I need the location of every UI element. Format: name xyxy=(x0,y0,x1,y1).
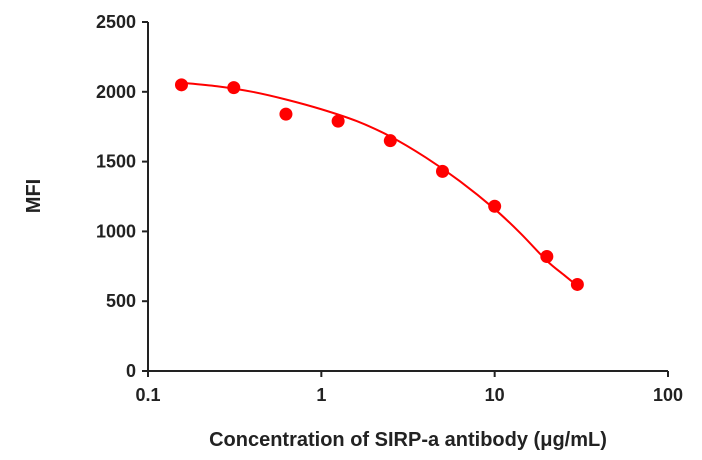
y-tick-label: 1000 xyxy=(96,221,136,241)
y-tick-label: 2500 xyxy=(96,12,136,32)
x-tick-label: 0.1 xyxy=(135,385,160,405)
x-tick-label: 100 xyxy=(653,385,683,405)
data-point xyxy=(488,199,502,213)
y-tick-label: 1500 xyxy=(96,152,136,172)
x-tick-label: 1 xyxy=(316,385,326,405)
y-axis-title: MFI xyxy=(23,179,45,213)
fit-curve xyxy=(181,81,578,287)
data-point xyxy=(227,81,241,95)
data-point xyxy=(540,250,554,264)
data-point xyxy=(383,134,397,148)
data-point xyxy=(279,107,293,121)
data-point xyxy=(331,114,345,128)
x-axis-title: Concentration of SIRP-a antibody (μg/mL) xyxy=(209,429,607,451)
y-tick-label: 0 xyxy=(126,361,136,381)
data-point xyxy=(570,277,584,291)
data-point xyxy=(174,78,188,92)
data-point xyxy=(435,164,449,178)
x-tick-label: 10 xyxy=(485,385,505,405)
y-tick-label: 2000 xyxy=(96,82,136,102)
y-tick-label: 500 xyxy=(106,291,136,311)
